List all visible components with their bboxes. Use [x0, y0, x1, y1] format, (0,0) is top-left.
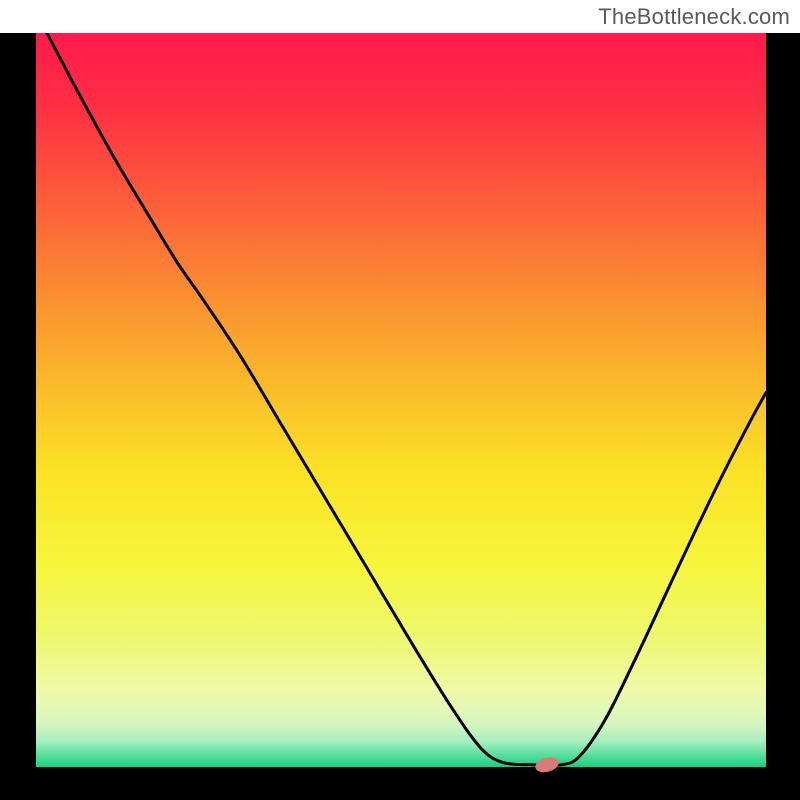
bottleneck-curve-chart: [0, 0, 800, 800]
chart-container: TheBottleneck.com: [0, 0, 800, 800]
plot-area-gradient: [36, 33, 766, 767]
watermark-text: TheBottleneck.com: [598, 4, 790, 30]
